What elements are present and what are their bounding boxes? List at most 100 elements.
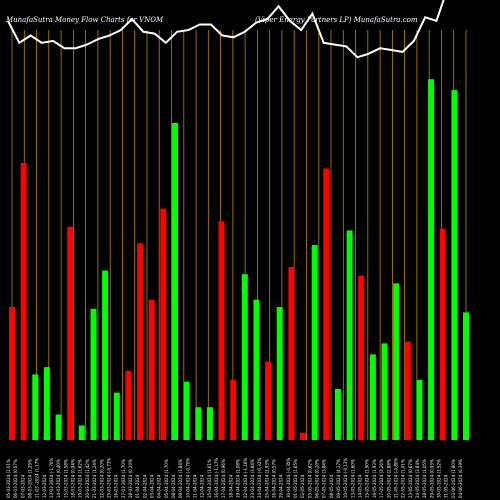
x-tick-label: 16-05-2024 (1,93% <box>372 459 377 498</box>
bar-green <box>90 308 97 440</box>
x-tick-label: 22-05-2024 (1,01% <box>401 459 406 498</box>
x-axis-tick-labels: 05-03-2024 (1,01% 06-03-2024 (0,07% 07-03-… <box>6 458 463 498</box>
x-tick-label: 02-04-2024 <box>142 474 147 498</box>
x-tick-label: 28-05-2024 (1,05% <box>422 459 427 498</box>
x-tick-label: 28-03-2024 (0,20% <box>128 459 133 498</box>
x-tick-label: 11-03 -2024 (1,17% <box>35 458 40 498</box>
x-tick-label: 14-05-2024 <box>358 474 363 498</box>
x-tick-label: 24-04-2024 (-0,32% <box>257 458 262 498</box>
bar-green <box>369 354 376 440</box>
x-tick-label: 12-03-2024 <box>42 474 47 498</box>
bar-red <box>137 243 144 440</box>
bar-green <box>32 374 39 440</box>
x-tick-label: 21-03-2024 (1,24% <box>92 459 97 498</box>
bar-red <box>358 276 365 440</box>
bar-red <box>218 221 225 440</box>
x-tick-label: 26-04-2024 (0,57% <box>272 459 277 498</box>
x-tick-label: 19-03-2024 (1,62% <box>78 459 83 498</box>
x-tick-label: 01-05-2024 (1,65% <box>293 459 298 498</box>
x-tick-label: 30-05-2024 (1,52% <box>437 459 442 498</box>
x-tick-label: 13-03-2024 (-1,70% <box>49 458 54 498</box>
bar-green <box>55 414 62 440</box>
bar-red <box>323 168 330 440</box>
bar-red <box>67 226 74 440</box>
x-tick-label: 29-04-2024 <box>279 474 284 498</box>
bar-green <box>381 343 388 440</box>
x-tick-label: 27-03-2024 (1,70% <box>121 459 126 498</box>
bar-green <box>183 381 190 440</box>
bar-green <box>416 379 423 440</box>
bar-red <box>148 299 155 440</box>
x-tick-label: 20-05-2024 (2,88% <box>386 459 391 498</box>
bar-red <box>300 432 306 440</box>
x-tick-label: 15-04-2024 (1,61% <box>207 459 212 498</box>
bar-green <box>43 367 50 440</box>
x-tick-label: 14-03-2024 (0,40% <box>56 459 61 498</box>
bar-red <box>404 341 411 440</box>
chart-subtitle: (Viper Energy Partners LP) MunafaSutra.c… <box>255 16 418 24</box>
bar-green <box>334 389 341 440</box>
bar-green <box>195 407 202 440</box>
bar-series <box>9 79 469 441</box>
x-tick-label: 19-04-2024 (1,08% <box>236 459 241 498</box>
bar-green <box>346 230 353 440</box>
x-tick-label: 04-04-2024 <box>157 474 162 498</box>
x-tick-label: 04-06-2024 (0,39% <box>458 459 463 498</box>
x-tick-label: 29-05-2024 (0,93% <box>429 459 434 498</box>
x-tick-label: 13-05-2024 (1,60% <box>350 459 355 498</box>
bar-red <box>230 379 237 440</box>
x-tick-label: 16-04-2024 (-1,17% <box>214 458 219 498</box>
x-tick-label: 09-04-2024 (1,84% <box>178 459 183 498</box>
x-tick-label: 03-04-2024 <box>150 474 155 498</box>
bar-green <box>276 307 283 440</box>
x-tick-label: 02-05-2024 <box>300 474 305 498</box>
x-tick-label: 03-06-2024 (1,80% <box>451 459 456 498</box>
x-tick-label: 31-05-2024 <box>444 474 449 498</box>
x-tick-label: 23-05-2024 (0,67% <box>408 459 413 498</box>
bar-red <box>288 266 295 440</box>
bar-red <box>265 361 272 440</box>
x-tick-label: 26-03-2024 <box>114 474 119 498</box>
bar-green <box>78 425 85 440</box>
bar-red <box>125 370 132 440</box>
x-tick-label: 23-04-2024 (3,84% <box>250 459 255 498</box>
x-tick-label: 10-04-2024 (-0,70% <box>185 458 190 498</box>
bar-red <box>439 228 446 440</box>
bar-green <box>172 122 178 441</box>
x-tick-label: 15-05-2024 (1,90% <box>365 459 370 498</box>
bar-red <box>160 208 167 440</box>
bar-green <box>393 283 400 440</box>
x-tick-label: 15-03-2024 (1,58% <box>63 459 68 498</box>
bar-green <box>241 274 248 440</box>
x-tick-label: 11-04-2024 <box>193 474 198 498</box>
bar-red <box>20 163 27 440</box>
bar-green <box>102 270 109 440</box>
x-tick-label: 03-05-2024 (0,82% <box>307 459 312 498</box>
bar-green <box>311 245 318 440</box>
x-tick-label: 05-03-2024 (1,01% <box>6 459 11 498</box>
x-tick-label: 08-04-2024 <box>171 474 176 498</box>
x-tick-label: 06-03-2024 (0,07% <box>13 459 18 498</box>
x-tick-label: 25-04-2024 (2,93% <box>264 459 269 498</box>
x-tick-label: 20-03-2024 (1,42% <box>85 459 90 498</box>
x-tick-label: 09-05-2024 (4,17% <box>336 459 341 498</box>
x-tick-label: 08-03-2024 (1,25% <box>28 459 33 498</box>
x-tick-label: 18-04-2024 <box>228 474 233 498</box>
bar-green <box>463 312 469 440</box>
x-tick-label: 08-05-2024 <box>329 474 334 498</box>
bar-green <box>206 407 213 440</box>
x-tick-label: 07-03-2024 <box>20 474 25 498</box>
bar-green <box>451 90 458 440</box>
bar-green <box>113 392 120 440</box>
bar-green <box>253 299 260 440</box>
x-tick-label: 01-04-2024 <box>135 474 140 498</box>
x-tick-label: 22-03-2024 (0,20% <box>99 459 104 498</box>
x-tick-label: 12-04-2024 <box>200 474 205 498</box>
x-tick-label: 07-05-2024 (3,84% <box>322 459 327 498</box>
x-tick-label: 22-04-2024 (-1,16% <box>243 458 248 498</box>
price-line <box>7 0 445 59</box>
x-tick-label: 17-05-2024 (3,26% <box>379 459 384 498</box>
bar-green <box>428 79 435 440</box>
x-tick-label: 18-03-2024 (0,94% <box>71 459 76 498</box>
